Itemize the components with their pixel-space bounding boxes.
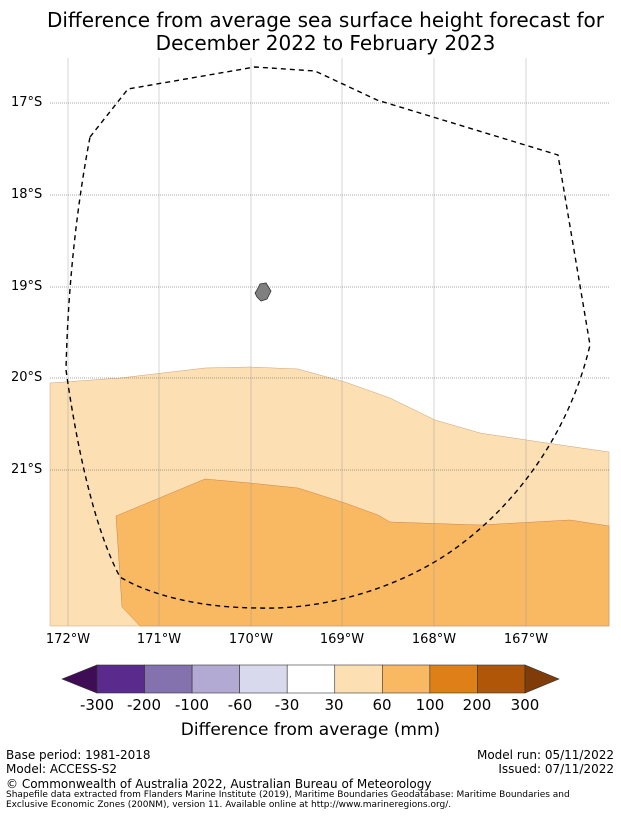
island [254, 282, 272, 302]
colorbar-label: Difference from average (mm) [180, 720, 441, 740]
longitude-gridlines [67, 58, 527, 626]
model-run: Model run: 05/11/2022 [476, 748, 614, 762]
shapefile-credit-line-2: Exclusive Economic Zones (200NM), versio… [6, 800, 452, 810]
colorbar-tick: 30 [324, 696, 344, 714]
lon-label-170w: 170°W [228, 632, 274, 647]
lat-label-21s: 21°S [11, 462, 43, 477]
colorbar-tick: -30 [274, 696, 300, 714]
colorbar-tick: 300 [510, 696, 540, 714]
lon-label-172w: 172°W [45, 632, 91, 647]
colorbar-tick: 100 [415, 696, 445, 714]
chart-title-line-2: December 2022 to February 2023 [155, 31, 496, 55]
lat-label-18s: 18°S [11, 187, 43, 202]
colorbar-swatch [96, 664, 145, 694]
chart-title-line-1: Difference from average sea surface heig… [46, 8, 605, 32]
model-name: Model: ACCESS-S2 [6, 762, 118, 776]
copyright: © Commonwealth of Australia 2022, Austra… [6, 777, 432, 791]
colorbar-swatch [381, 664, 431, 694]
colorbar-tick: 200 [462, 696, 492, 714]
lon-label-171w: 171°W [136, 632, 182, 647]
colorbar-tick: -200 [126, 696, 162, 714]
anomaly-fill-60-100 [115, 478, 610, 627]
lat-label-17s: 17°S [11, 95, 43, 110]
lat-label-19s: 19°S [11, 279, 43, 294]
lon-label-169w: 169°W [319, 632, 365, 647]
colorbar-swatch [477, 664, 526, 694]
issued-date: Issued: 07/11/2022 [498, 762, 614, 776]
colorbar-swatch [191, 664, 240, 694]
lon-label-167w: 167°W [503, 632, 549, 647]
shapefile-credit-line-1: Shapefile data extracted from Flanders M… [6, 790, 570, 800]
colorbar-tick: -60 [227, 696, 253, 714]
colorbar-tick: -300 [79, 696, 115, 714]
colorbar-tick: -100 [174, 696, 210, 714]
colorbar [61, 664, 560, 694]
base-period: Base period: 1981-2018 [6, 748, 151, 762]
lon-label-168w: 168°W [411, 632, 457, 647]
lat-label-20s: 20°S [11, 370, 43, 385]
colorbar-tick: 60 [372, 696, 392, 714]
colorbar-swatch [144, 664, 193, 694]
colorbar-swatch [334, 664, 383, 694]
colorbar-arrow-low [61, 664, 98, 694]
eez-boundary [65, 66, 591, 609]
colorbar-swatch [239, 664, 288, 694]
colorbar-swatch [286, 664, 336, 694]
colorbar-swatch [429, 664, 478, 694]
colorbar-arrow-high [524, 664, 560, 694]
